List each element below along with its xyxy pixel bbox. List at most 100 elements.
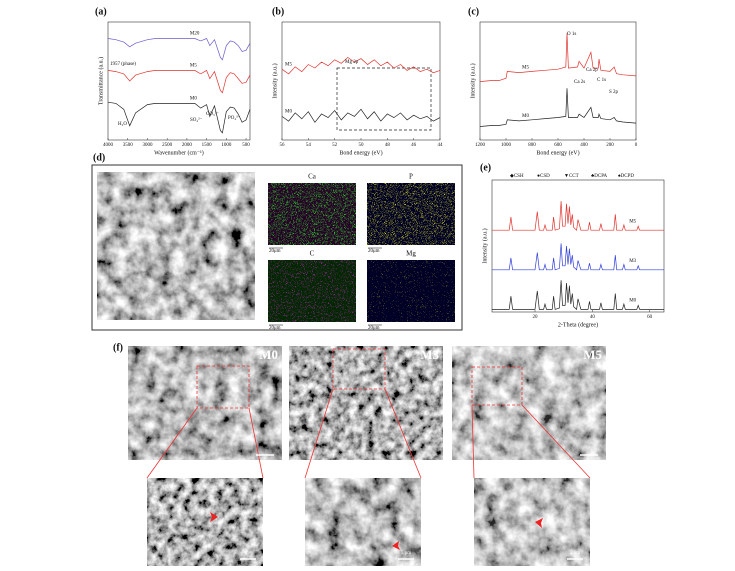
y-axis-label: Intensity (a.u.) bbox=[271, 63, 278, 98]
series-label: M0 bbox=[629, 299, 636, 304]
series-line bbox=[492, 243, 664, 271]
map-label: P bbox=[409, 173, 413, 181]
scale-bar-label: 20μm bbox=[269, 249, 281, 254]
annotation: 1957 (phase) bbox=[110, 62, 136, 67]
region-box bbox=[336, 67, 432, 131]
map-label: Ca bbox=[308, 173, 317, 181]
legend-entry: ◆CSH bbox=[510, 173, 524, 179]
sample-label: M0 bbox=[259, 347, 278, 362]
x-tick-label: 600 bbox=[554, 143, 562, 148]
x-tick-label: 3000 bbox=[142, 143, 153, 148]
scale-bar-label: 5 μm bbox=[401, 551, 411, 556]
legend-entry: ●CSD bbox=[537, 174, 550, 179]
x-tick-label: 46 bbox=[411, 143, 417, 148]
x-tick-label: 500 bbox=[242, 143, 250, 148]
x-tick-label: 1200 bbox=[475, 143, 486, 148]
series-label: M0 bbox=[190, 97, 197, 102]
zoom-image bbox=[305, 478, 421, 566]
annotation: PO₄³⁻ bbox=[228, 115, 241, 121]
series-line bbox=[492, 280, 664, 311]
x-tick-label: 1500 bbox=[202, 143, 213, 148]
panel-frame bbox=[91, 164, 463, 331]
sem-image bbox=[289, 346, 443, 460]
series-label: M3 bbox=[629, 259, 636, 264]
x-axis-label: Bond energy (eV) bbox=[339, 149, 382, 156]
series-line bbox=[479, 88, 637, 127]
sem-image bbox=[97, 172, 255, 320]
annotation: Ca 2p bbox=[586, 68, 598, 73]
series-line bbox=[492, 201, 664, 231]
panel-label: (d) bbox=[93, 152, 105, 163]
series-line bbox=[107, 69, 251, 94]
scale-bar-label: 20μm bbox=[368, 326, 380, 331]
zoom-image bbox=[474, 478, 590, 566]
y-axis-label: Intensity (a.u.) bbox=[469, 63, 476, 98]
map-label: Mg bbox=[406, 250, 416, 258]
x-tick-label: 2500 bbox=[162, 143, 173, 148]
x-axis-label: Wavenumber (cm⁻¹) bbox=[154, 149, 204, 156]
scale-bar-label: 20μm bbox=[269, 326, 281, 331]
series-line bbox=[281, 108, 441, 123]
y-axis-label: Transmittance (a.u.) bbox=[97, 57, 104, 105]
annotation: O 1s bbox=[567, 32, 576, 37]
element-map bbox=[367, 183, 455, 245]
series-line bbox=[281, 56, 441, 75]
sem-image bbox=[128, 346, 282, 460]
x-tick-label: 50 bbox=[359, 143, 365, 148]
plot-frame bbox=[479, 21, 637, 141]
x-axis-label: 2-Theta (degree) bbox=[558, 321, 598, 328]
legend-entry: ♠DCPD bbox=[618, 174, 634, 179]
series-line bbox=[107, 38, 251, 61]
series-label: M20 bbox=[190, 32, 200, 37]
x-tick-label: 54 bbox=[306, 143, 312, 148]
x-tick-label: 1000 bbox=[501, 143, 512, 148]
x-tick-label: 56 bbox=[280, 143, 286, 148]
sem-image bbox=[452, 346, 606, 460]
panel-label: (f) bbox=[113, 342, 123, 353]
x-tick-label: 400 bbox=[580, 143, 588, 148]
y-axis-label: Intensity (a.u.) bbox=[481, 228, 488, 263]
legend-entry: ♣DCPA bbox=[591, 174, 608, 179]
x-tick-label: 48 bbox=[385, 143, 391, 148]
x-tick-label: 200 bbox=[606, 143, 614, 148]
legend-entry: ▼CCT bbox=[564, 174, 579, 179]
sample-label: M3 bbox=[420, 347, 439, 362]
x-tick-label: 800 bbox=[528, 143, 536, 148]
annotation: Ca 2s bbox=[574, 80, 585, 85]
annotation: Mg 2p bbox=[345, 60, 359, 65]
series-line bbox=[479, 33, 637, 82]
map-label: C bbox=[310, 250, 315, 258]
series-label: M0 bbox=[522, 114, 529, 119]
panel-label: (b) bbox=[272, 6, 284, 17]
series-label: M5 bbox=[629, 219, 636, 224]
plot-frame bbox=[281, 21, 441, 141]
series-label: M5 bbox=[522, 66, 529, 71]
zoom-lines bbox=[146, 388, 591, 479]
x-tick-label: 52 bbox=[332, 143, 338, 148]
annotation: S 2p bbox=[609, 90, 619, 95]
x-tick-label: 3500 bbox=[123, 143, 134, 148]
x-tick-label: 0 bbox=[635, 143, 638, 148]
zoom-image bbox=[147, 478, 263, 566]
x-tick-label: 60 bbox=[647, 315, 653, 320]
series-line bbox=[107, 101, 251, 134]
element-map bbox=[268, 260, 356, 322]
panel-label: (e) bbox=[480, 162, 491, 173]
scale-bars bbox=[240, 454, 598, 560]
arrows bbox=[210, 512, 543, 550]
annotation: CO₃²⁻ bbox=[206, 111, 219, 117]
zoom-boxes bbox=[196, 348, 523, 409]
element-map bbox=[268, 183, 356, 245]
element-map bbox=[367, 260, 455, 322]
panel-label: (c) bbox=[468, 6, 479, 17]
annotation: H₂O bbox=[118, 122, 127, 127]
series-label: M5 bbox=[285, 62, 292, 67]
plot-frame bbox=[491, 179, 665, 313]
x-tick-label: 40 bbox=[590, 315, 596, 320]
annotation: C 1s bbox=[597, 78, 606, 83]
annotation: SO₄²⁻ bbox=[190, 117, 203, 123]
panel-label: (a) bbox=[95, 6, 107, 17]
x-tick-label: 4000 bbox=[103, 143, 114, 148]
